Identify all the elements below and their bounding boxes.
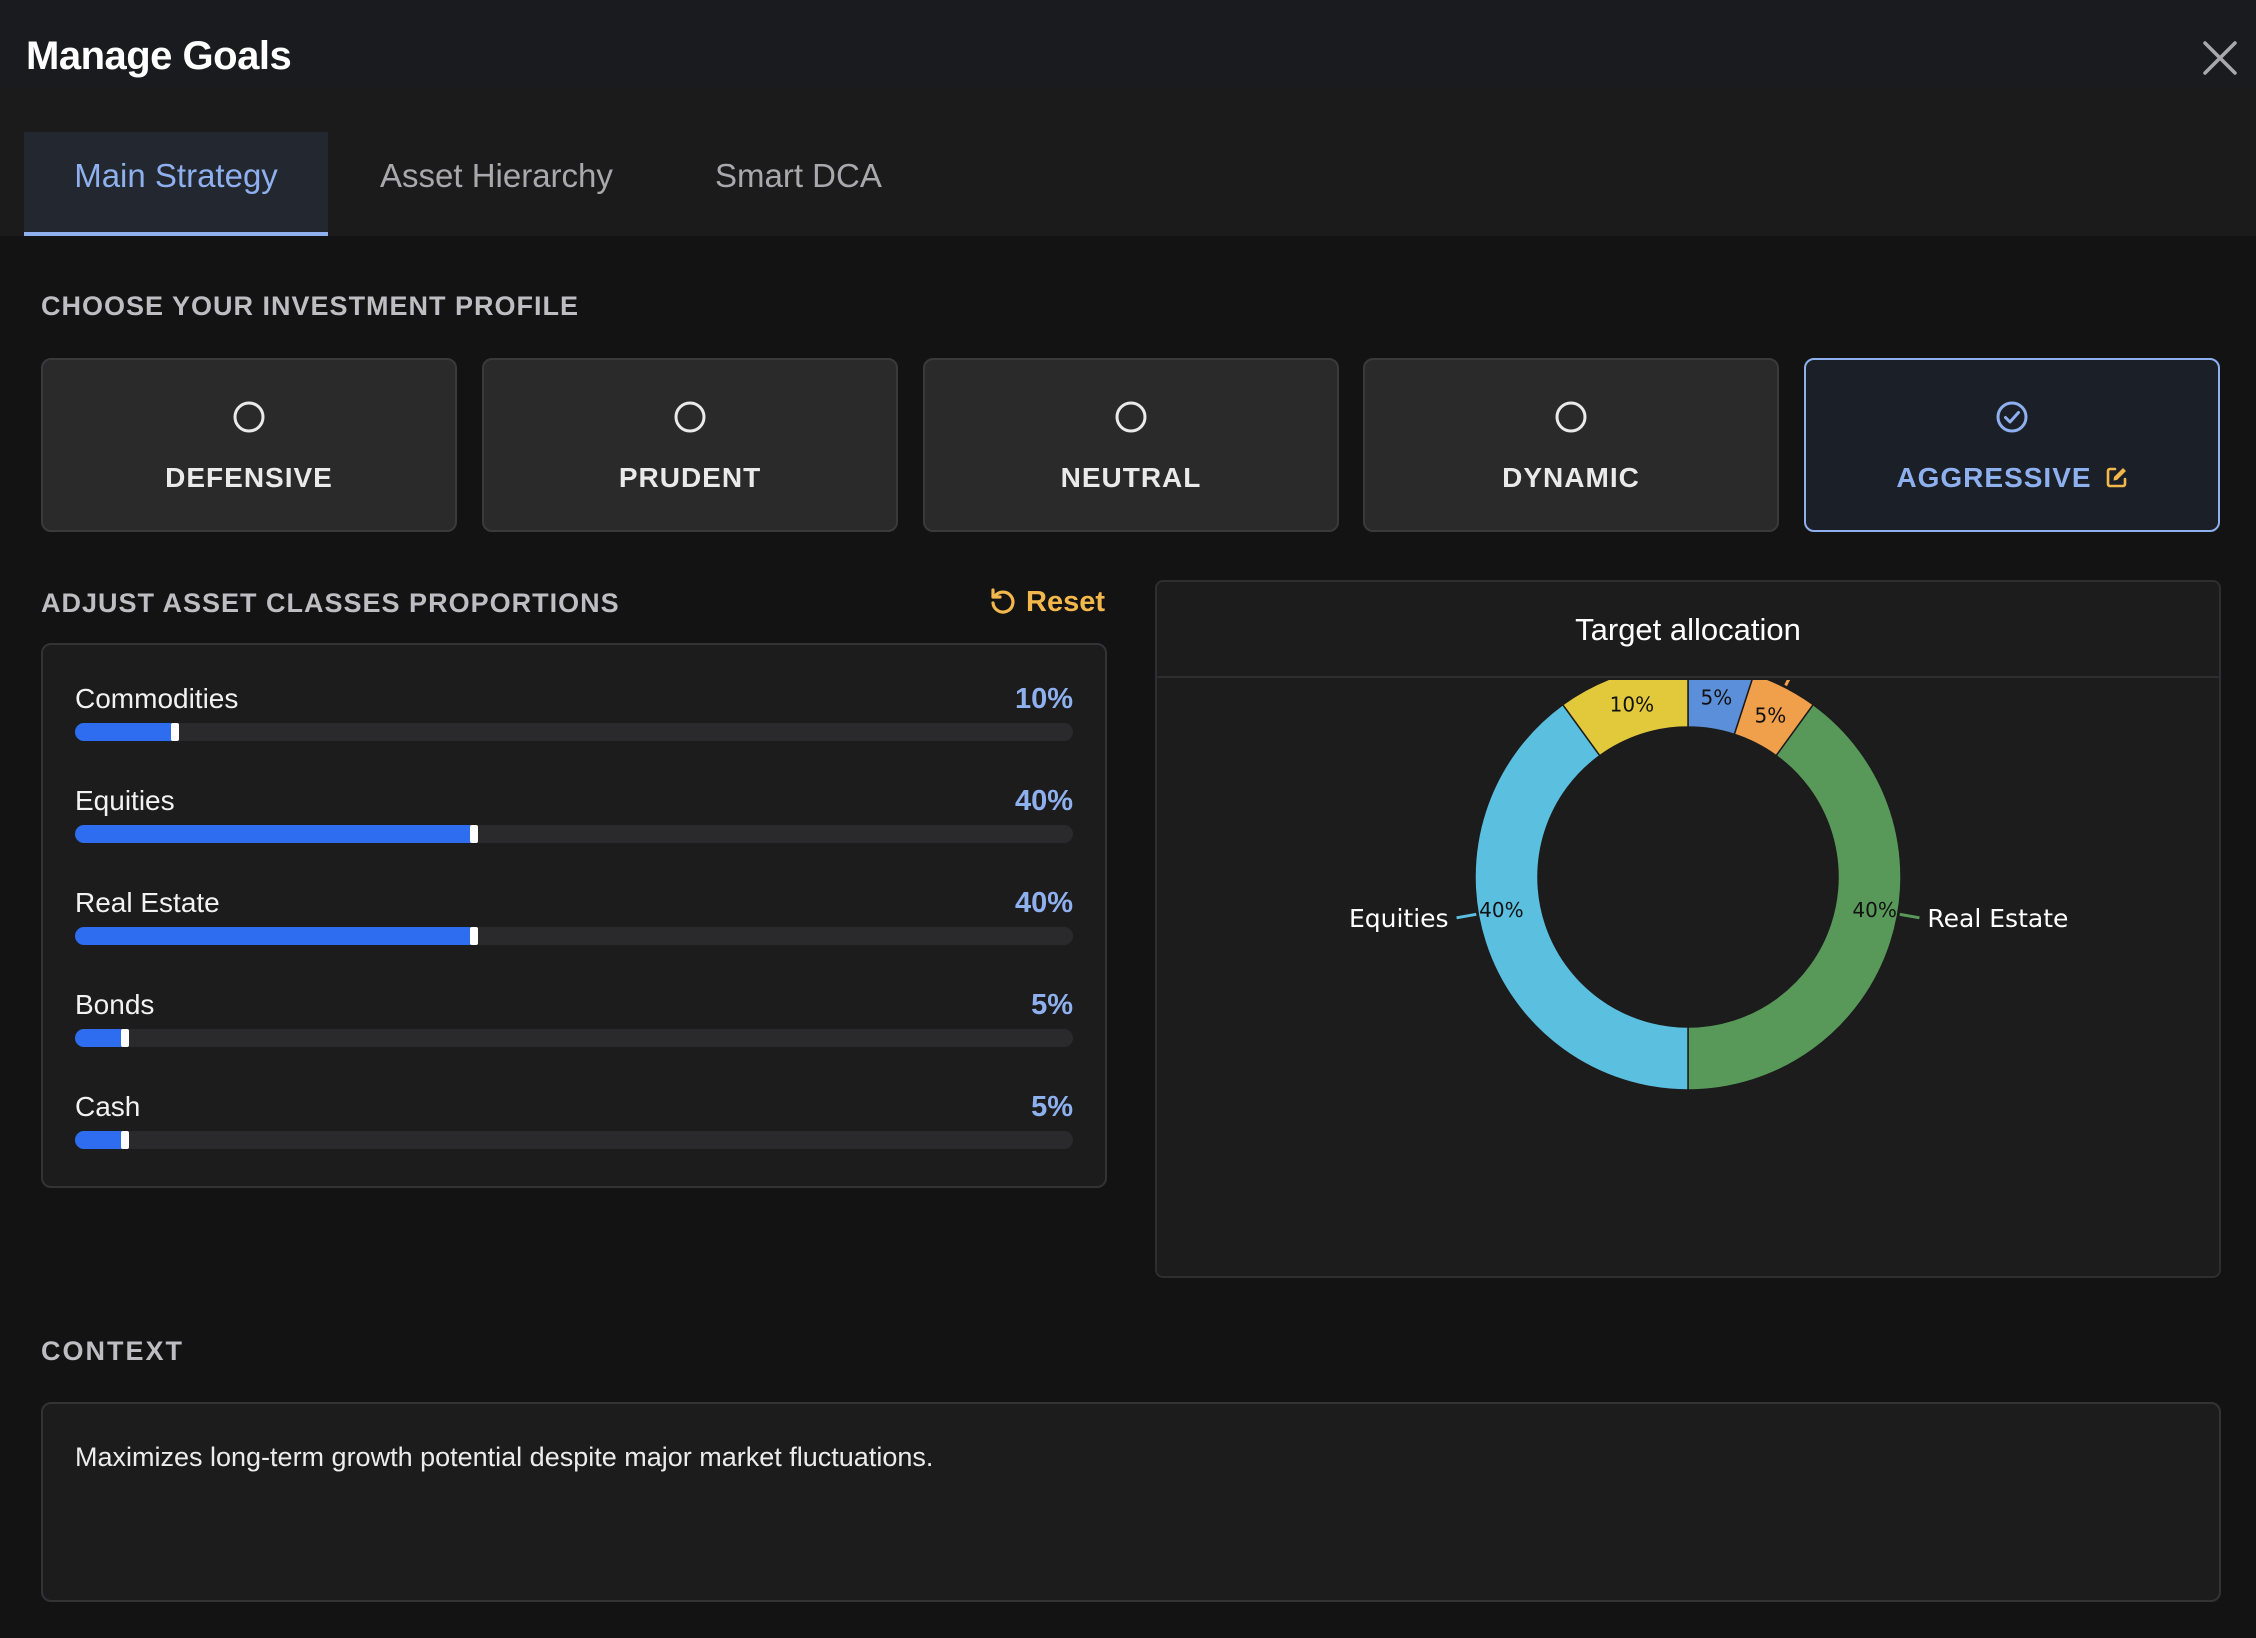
- profile-card-label: NEUTRAL: [1060, 462, 1202, 493]
- close-icon: [2203, 41, 2237, 75]
- profile-card-label: DEFENSIVE: [165, 462, 333, 493]
- profile-card-dynamic[interactable]: DYNAMIC: [1363, 358, 1779, 532]
- context-section-label: CONTEXT: [41, 1336, 185, 1366]
- slider-label: Real Estate: [75, 887, 220, 918]
- donut-label-equities: Equities: [1349, 904, 1449, 933]
- donut-slice-commodities: [1561, 680, 1689, 757]
- donut-slice-real-estate: [1687, 703, 1902, 1091]
- slider-thumb[interactable]: [470, 825, 479, 843]
- profile-card-label: PRUDENT: [618, 462, 762, 493]
- slider-thumb[interactable]: [120, 1131, 129, 1149]
- profile-card-label: DYNAMIC: [1502, 462, 1640, 493]
- slider-fill: [75, 927, 475, 945]
- slider-thumb[interactable]: [470, 927, 479, 945]
- profile-card-neutral[interactable]: NEUTRAL: [923, 358, 1339, 532]
- radio-empty-icon: [233, 401, 265, 433]
- slider-label: Bonds: [75, 989, 155, 1020]
- slider-value: 5%: [1031, 1091, 1073, 1123]
- slider-track[interactable]: [75, 1131, 1073, 1149]
- donut-slice-value: 40%: [1479, 898, 1523, 922]
- donut-leader-line: [1899, 912, 1920, 920]
- slider-label: Commodities: [75, 683, 239, 714]
- tab-bar: Main Strategy Asset Hierarchy Smart DCA: [0, 88, 2256, 236]
- donut-slice-value: 5%: [1755, 703, 1787, 727]
- slider-label: Cash: [75, 1091, 141, 1122]
- profile-card-aggressive[interactable]: AGGRESSIVE: [1804, 358, 2220, 532]
- donut-leader-line: [1456, 912, 1477, 920]
- slider-equities: Equities 40%: [75, 785, 1073, 865]
- reset-label: Reset: [1026, 585, 1105, 618]
- chart-title: Target allocation: [1157, 582, 2219, 678]
- radio-empty-icon: [674, 401, 706, 433]
- slider-fill: [75, 825, 475, 843]
- slider-fill: [75, 1029, 125, 1047]
- slider-thumb[interactable]: [170, 723, 179, 741]
- slider-track[interactable]: [75, 927, 1073, 945]
- donut-slice-equities: [1474, 703, 1689, 1091]
- slider-value: 5%: [1031, 989, 1073, 1021]
- check-circle-icon: [1996, 401, 2028, 433]
- donut-slice-value: 10%: [1610, 692, 1654, 716]
- slider-track[interactable]: [75, 723, 1073, 741]
- slider-label: Equities: [75, 785, 175, 816]
- slider-value: 10%: [1014, 683, 1073, 715]
- reset-button[interactable]: Reset: [988, 582, 1105, 622]
- donut-leader-line: [1784, 680, 1791, 687]
- edit-icon[interactable]: [2106, 466, 2128, 488]
- slider-track[interactable]: [75, 1029, 1073, 1047]
- profile-card-label: AGGRESSIVE: [1806, 462, 2218, 494]
- slider-real-estate: Real Estate 40%: [75, 887, 1073, 967]
- profile-card-prudent[interactable]: PRUDENT: [482, 358, 898, 532]
- profile-card-defensive[interactable]: DEFENSIVE: [41, 358, 457, 532]
- radio-empty-icon: [1115, 401, 1147, 433]
- slider-track[interactable]: [75, 825, 1073, 843]
- slider-fill: [75, 1131, 125, 1149]
- slider-thumb[interactable]: [120, 1029, 129, 1047]
- title-bar: Manage Goals: [0, 0, 2256, 88]
- profile-card-label-text: AGGRESSIVE: [1896, 462, 2092, 493]
- donut-slice-value: 5%: [1701, 686, 1733, 710]
- proportions-panel: Commodities 10% Equities 40% Real Estate…: [41, 643, 1107, 1188]
- tab-asset-hierarchy[interactable]: Asset Hierarchy: [380, 157, 613, 194]
- proportions-section-label: ADJUST ASSET CLASSES PROPORTIONS: [41, 588, 620, 618]
- profile-section-label: CHOOSE YOUR INVESTMENT PROFILE: [41, 291, 580, 321]
- slider-bonds: Bonds 5%: [75, 989, 1073, 1069]
- close-button[interactable]: [2200, 38, 2240, 78]
- donut-label-real-estate: Real Estate: [1927, 904, 2068, 933]
- dialog-title: Manage Goals: [26, 34, 292, 78]
- slider-value: 40%: [1014, 887, 1073, 919]
- tab-smart-dca[interactable]: Smart DCA: [715, 157, 882, 194]
- slider-cash: Cash 5%: [75, 1091, 1073, 1171]
- slider-fill: [75, 723, 175, 741]
- reset-icon: [991, 588, 1015, 614]
- context-box: Maximizes long-term growth potential des…: [41, 1402, 2221, 1602]
- tab-main-strategy[interactable]: Main Strategy: [24, 132, 328, 236]
- slider-commodities: Commodities 10%: [75, 683, 1073, 763]
- donut-slice-value: 40%: [1852, 898, 1896, 922]
- radio-empty-icon: [1555, 401, 1587, 433]
- context-text: Maximizes long-term growth potential des…: [75, 1442, 934, 1472]
- slider-value: 40%: [1014, 785, 1073, 817]
